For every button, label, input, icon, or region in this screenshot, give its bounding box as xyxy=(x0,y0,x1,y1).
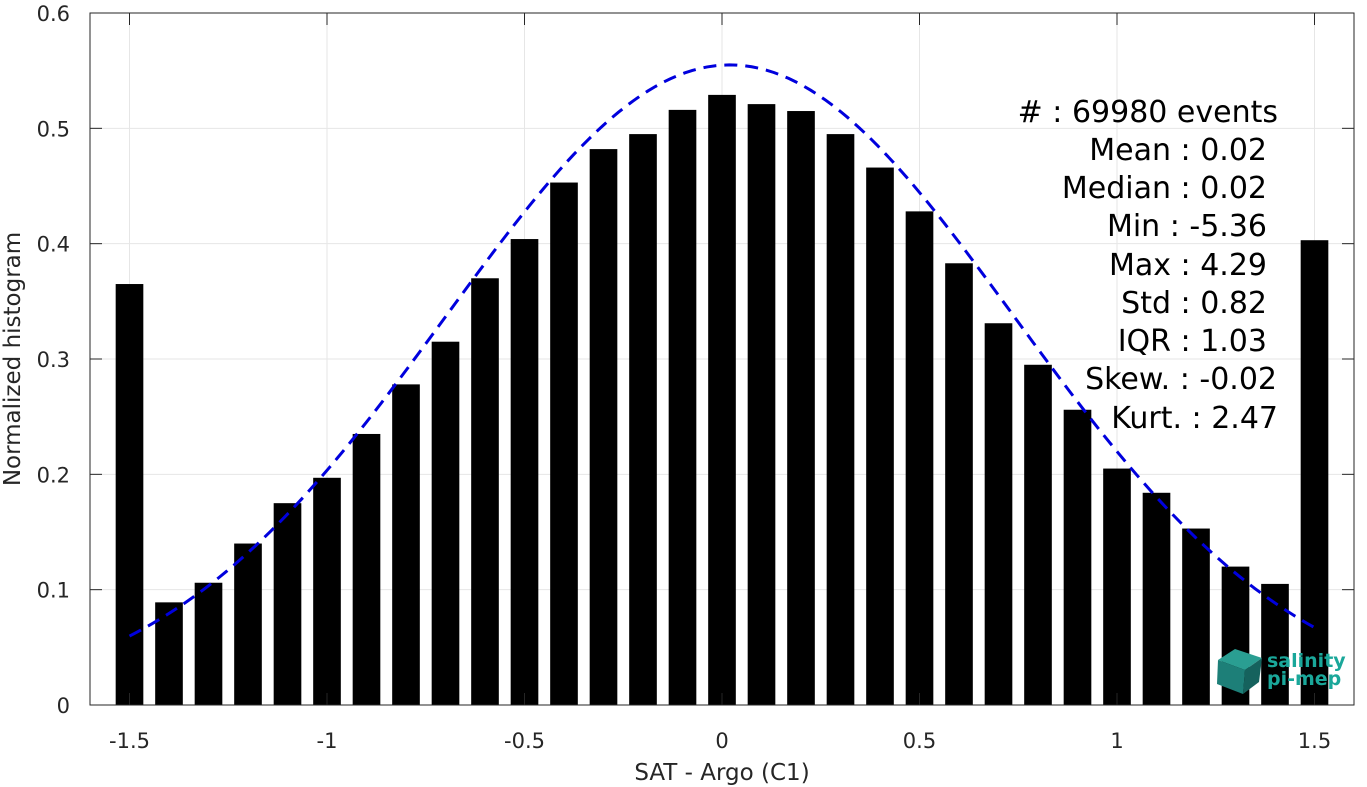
histogram-bar xyxy=(1182,528,1210,705)
histogram-bars xyxy=(115,94,1329,706)
x-tick-label: -0.5 xyxy=(504,729,545,753)
x-tick-label: -1 xyxy=(317,729,338,753)
x-axis-label: SAT - Argo (C1) xyxy=(634,760,809,786)
stat-median: Median : 0.02 xyxy=(1062,171,1267,206)
statistics-annotation: # : 69980 events Mean : 0.02 Median : 0.… xyxy=(1018,95,1278,436)
histogram-bar xyxy=(787,111,815,706)
y-tick-label: 0.3 xyxy=(37,348,70,372)
logo-line-1: salinity xyxy=(1267,650,1346,672)
y-tick-label: 0.5 xyxy=(37,117,70,141)
x-tick-label: 0.5 xyxy=(903,729,936,753)
stat-std: Std : 0.82 xyxy=(1121,286,1267,321)
histogram-bar xyxy=(273,503,302,705)
histogram-bar xyxy=(945,263,973,705)
x-tick-label: 1 xyxy=(1110,729,1123,753)
logo-line-2: pi-mep xyxy=(1267,668,1341,690)
histogram-bar xyxy=(629,134,657,706)
histogram-bar xyxy=(1142,492,1171,705)
y-tick-label: 0.4 xyxy=(37,233,70,257)
histogram-bar xyxy=(550,182,578,706)
x-tick-label: -1.5 xyxy=(109,729,150,753)
cube-logo-icon xyxy=(1217,649,1262,694)
histogram-bar xyxy=(510,239,539,705)
axis-ticks xyxy=(90,12,1354,706)
histogram-bar xyxy=(905,211,934,705)
salinity-pimep-logo: salinity pi-mep xyxy=(1217,649,1346,694)
histogram-bar xyxy=(1103,468,1131,705)
histogram-bar xyxy=(747,104,776,705)
histogram-bar xyxy=(115,284,144,705)
y-tick-labels: 0 0.1 0.2 0.3 0.4 0.5 0.6 xyxy=(37,2,70,718)
x-tick-label: 0 xyxy=(715,729,728,753)
histogram-bar xyxy=(471,278,499,705)
histogram-bar xyxy=(155,602,183,705)
histogram-bar xyxy=(1063,409,1092,705)
histogram-bar xyxy=(431,341,460,705)
histogram-bar xyxy=(708,94,736,706)
normal-fit-curve xyxy=(128,63,1316,638)
stat-skew: Skew. : -0.02 xyxy=(1085,362,1277,397)
histogram-bar xyxy=(984,323,1013,705)
x-tick-label: 1.5 xyxy=(1298,729,1331,753)
stat-max: Max : 4.29 xyxy=(1109,248,1267,283)
stat-iqr: IQR : 1.03 xyxy=(1118,324,1267,359)
y-tick-label: 0.6 xyxy=(37,2,70,26)
y-tick-label: 0 xyxy=(57,694,70,718)
y-axis-label: Normalized histogram xyxy=(0,232,26,486)
y-tick-label: 0.2 xyxy=(37,463,70,487)
histogram-bar xyxy=(668,109,697,705)
y-tick-label: 0.1 xyxy=(37,579,70,603)
histogram-bar xyxy=(1300,240,1329,705)
histogram-bar xyxy=(234,543,262,705)
stat-mean: Mean : 0.02 xyxy=(1089,133,1267,168)
stat-kurt: Kurt. : 2.47 xyxy=(1111,401,1278,436)
x-tick-labels: -1.5 -1 -0.5 0 0.5 1 1.5 xyxy=(109,729,1331,753)
histogram-bar xyxy=(589,149,618,706)
histogram-bar xyxy=(826,134,855,706)
histogram-bar xyxy=(313,477,341,705)
histogram-bar xyxy=(866,167,894,706)
histogram-bar xyxy=(352,433,381,705)
stat-events: # : 69980 events xyxy=(1018,95,1278,130)
histogram-bar xyxy=(1024,364,1052,705)
stat-min: Min : -5.36 xyxy=(1107,209,1267,244)
histogram-bar xyxy=(194,582,223,705)
histogram-bar xyxy=(392,384,420,705)
